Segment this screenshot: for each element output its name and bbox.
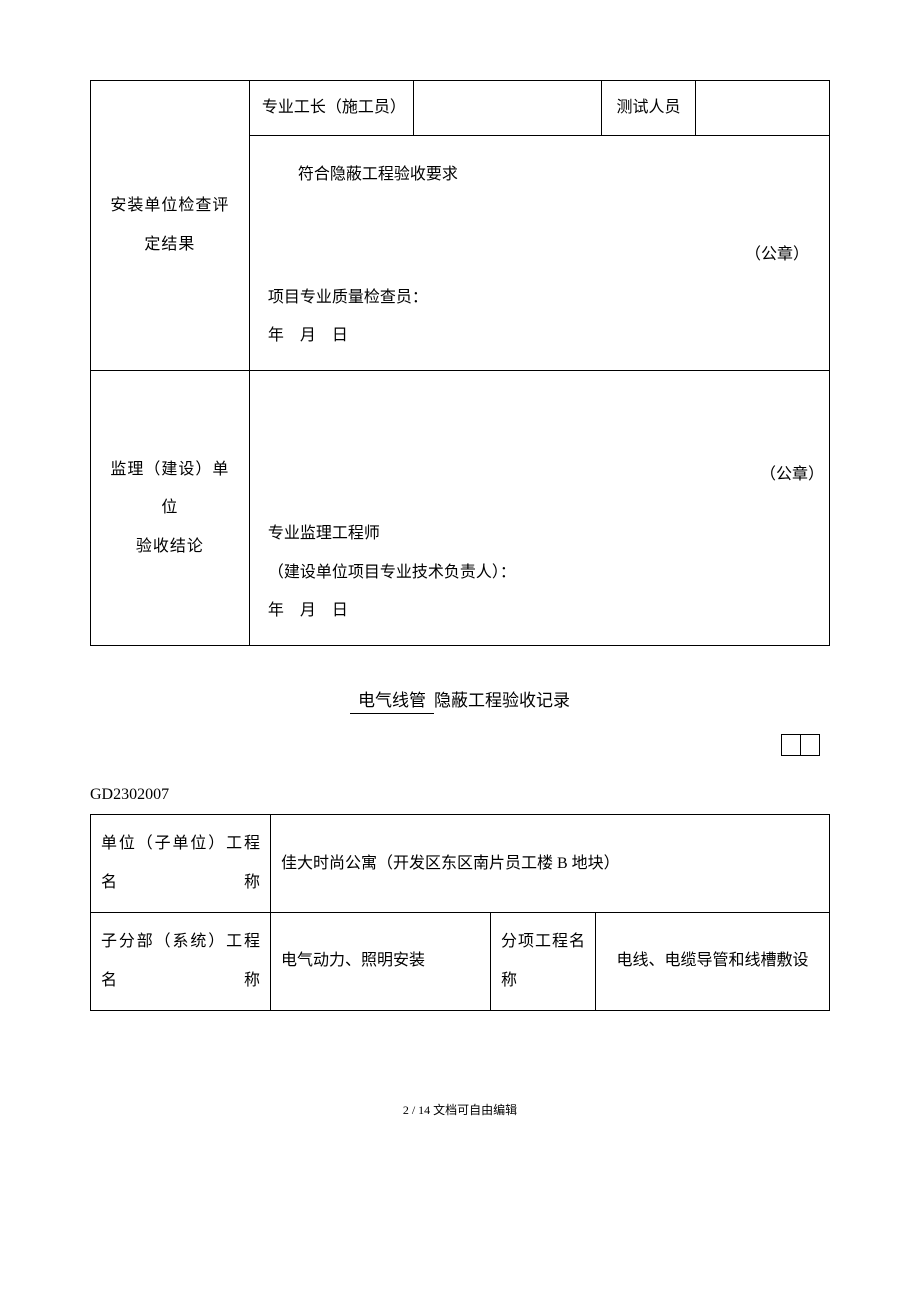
foreman-label: 专业工长（施工员） (249, 81, 413, 136)
unit-project-name-value: 佳大时尚公寓（开发区东区南片员工楼 B 地块） (271, 815, 830, 913)
checkbox-row (90, 734, 830, 756)
supervision-engineer-label: 专业监理工程师 (268, 515, 516, 553)
checkbox-1 (781, 734, 801, 756)
supervision-line2: 位 (103, 489, 237, 527)
install-result-cell: 符合隐蔽工程验收要求 （公章） 项目专业质量检查员： 年 月 日 (249, 136, 829, 371)
unit-project-name-label: 单位（子单位）工程名称 (91, 815, 271, 913)
supervision-line1: 监理（建设）单 (103, 451, 237, 489)
install-unit-line2: 定结果 (103, 226, 237, 264)
footer-note: 文档可自由编辑 (433, 1103, 517, 1117)
page-number: 2 / 14 (403, 1103, 430, 1117)
seal-mark-2: （公章） (760, 456, 824, 494)
title-rest: 隐蔽工程验收记录 (434, 691, 570, 710)
foreman-value (413, 81, 601, 136)
supervision-unit-label: 监理（建设）单 位 验收结论 (91, 371, 250, 646)
supervision-signature-block: 专业监理工程师 （建设单位项目专业技术负责人）： 年 月 日 (268, 515, 516, 630)
install-unit-label: 安装单位检查评 定结果 (91, 81, 250, 371)
supervision-result-cell: （公章） 专业监理工程师 （建设单位项目专业技术负责人）： 年 月 日 (249, 371, 829, 646)
supervision-line3: 验收结论 (103, 528, 237, 566)
tester-label: 测试人员 (601, 81, 695, 136)
sub-division-label: 子分部（系统）工程名称 (91, 913, 271, 1011)
project-info-table: 单位（子单位）工程名称 佳大时尚公寓（开发区东区南片员工楼 B 地块） 子分部（… (90, 814, 830, 1011)
checkbox-2 (800, 734, 820, 756)
page-footer: 2 / 14 文档可自由编辑 (90, 1101, 830, 1118)
quality-inspector-label: 项目专业质量检查员： (268, 279, 428, 317)
seal-mark-1: （公章） (745, 236, 809, 274)
document-code: GD2302007 (90, 786, 830, 804)
install-signature-block: 项目专业质量检查员： 年 月 日 (268, 279, 428, 356)
construction-responsible-label: （建设单位项目专业技术负责人）： (268, 554, 516, 592)
date-line-2: 年 月 日 (268, 592, 516, 630)
compliance-text: 符合隐蔽工程验收要求 (268, 156, 811, 194)
section-title: 电气线管隐蔽工程验收记录 (90, 686, 830, 714)
sub-item-value: 电线、电缆导管和线槽敷设 (596, 913, 830, 1011)
tester-value (696, 81, 830, 136)
inspection-table-1: 安装单位检查评 定结果 专业工长（施工员） 测试人员 符合隐蔽工程验收要求 （公… (90, 80, 830, 646)
date-line-1: 年 月 日 (268, 317, 428, 355)
title-underlined: 电气线管 (350, 686, 434, 714)
install-unit-line1: 安装单位检查评 (103, 187, 237, 225)
sub-item-label: 分项工程名称 (491, 913, 596, 1011)
sub-division-value: 电气动力、照明安装 (271, 913, 491, 1011)
